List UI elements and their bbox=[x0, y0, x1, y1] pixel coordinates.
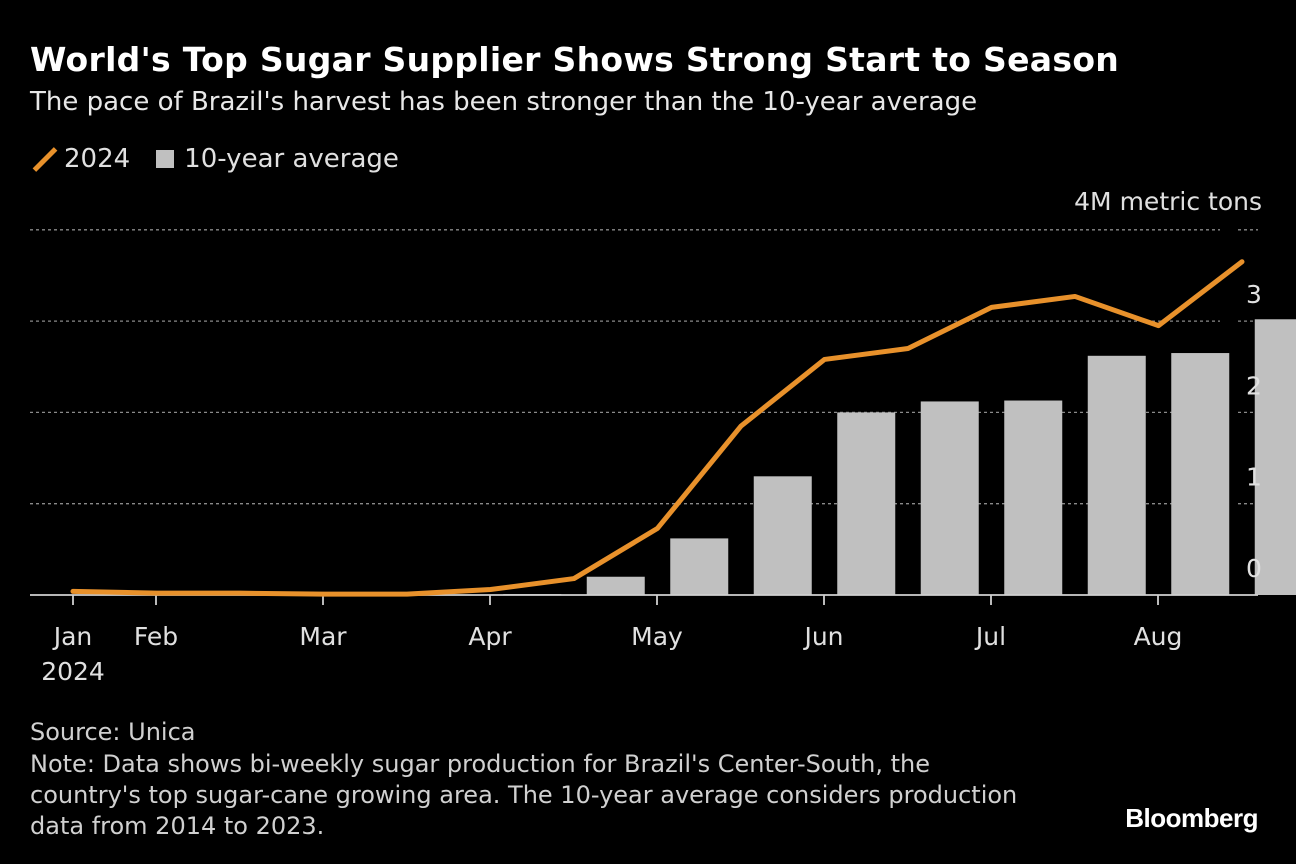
legend: 2024 10-year average bbox=[30, 141, 425, 177]
x-year-label: 2024 bbox=[41, 657, 105, 686]
x-tick-label: Apr bbox=[468, 622, 512, 651]
bar bbox=[1254, 319, 1296, 595]
legend-line-swatch bbox=[30, 147, 54, 171]
line-2024 bbox=[70, 259, 1245, 597]
y-tick-label: 1 bbox=[1246, 463, 1262, 492]
chart-plot: 0 1 2 3 4M metric tons Jan Feb Mar Apr May Jun Jul A… bbox=[30, 187, 1296, 686]
gridlines bbox=[30, 229, 1258, 505]
note-text: Note: Data shows bi-weekly sugar product… bbox=[30, 750, 1018, 840]
source-text: Source: Unica bbox=[30, 718, 196, 746]
bar bbox=[1004, 400, 1063, 595]
bar bbox=[837, 412, 896, 595]
x-tick-label: Jul bbox=[974, 622, 1006, 651]
legend-label-10yr-average: 10-year average bbox=[184, 144, 399, 174]
line-series bbox=[70, 259, 1245, 597]
legend-bar-swatch bbox=[156, 150, 175, 168]
legend-item-10yr-average: 10-year average bbox=[156, 144, 399, 174]
bloomberg-logo: Bloomberg bbox=[1125, 803, 1258, 833]
y-axis-unit-label: 4M metric tons bbox=[1074, 187, 1262, 216]
x-tick-label: Jan bbox=[52, 622, 93, 651]
legend-item-2024: 2024 bbox=[30, 144, 130, 174]
x-tick-label: Aug bbox=[1134, 622, 1183, 651]
chart-subtitle: The pace of Brazil's harvest has been st… bbox=[30, 87, 978, 117]
x-tick-label: May bbox=[631, 622, 683, 651]
legend-label-2024: 2024 bbox=[64, 144, 131, 174]
x-tick-label: Jun bbox=[802, 622, 843, 651]
chart-title: World's Top Sugar Supplier Shows Strong … bbox=[30, 40, 1120, 79]
y-tick-label: 0 bbox=[1246, 554, 1262, 583]
x-tick-label: Feb bbox=[134, 622, 178, 651]
x-tick-label: Mar bbox=[299, 622, 347, 651]
y-tick-label: 3 bbox=[1246, 280, 1262, 309]
y-tick-label: 2 bbox=[1246, 371, 1262, 400]
bars bbox=[503, 319, 1296, 595]
bar bbox=[670, 538, 729, 595]
x-axis bbox=[30, 594, 1258, 605]
bar bbox=[586, 576, 645, 595]
bar bbox=[1171, 353, 1230, 595]
axis-labels: 0 1 2 3 4M metric tons Jan Feb Mar Apr May Jun Jul A… bbox=[41, 187, 1262, 686]
bar bbox=[1087, 355, 1146, 595]
bar bbox=[920, 401, 979, 595]
bar bbox=[753, 476, 812, 595]
